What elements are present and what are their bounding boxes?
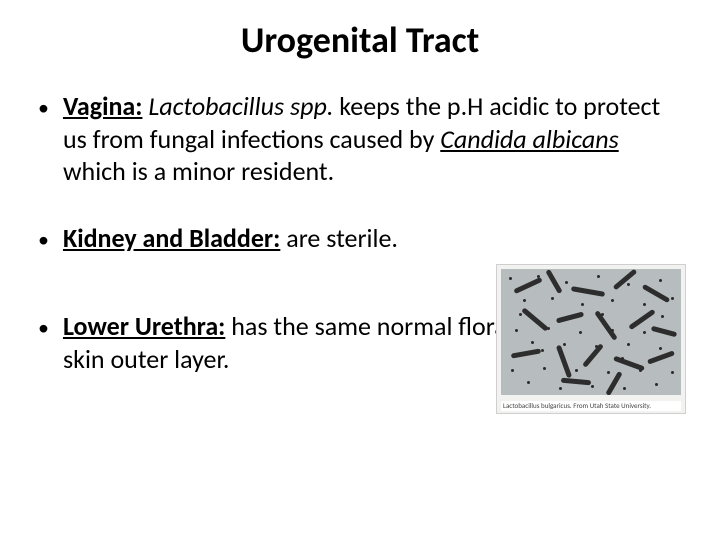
italic-underline-term: Candida albicans	[440, 123, 618, 155]
text-run: are sterile.	[286, 222, 398, 254]
bullet-kidney-bladder: • Kidney and Bladder: are sterile.	[38, 222, 684, 255]
micrograph-image	[501, 269, 681, 395]
micrograph-figure: Lactobacillus bulgaricus. From Utah Stat…	[496, 264, 686, 414]
figure-caption: Lactobacillus bulgaricus. From Utah Stat…	[501, 401, 681, 411]
bullet-marker-icon: •	[38, 226, 49, 254]
slide-title: Urogenital Tract	[0, 18, 720, 62]
bullet-text: Vagina: Lactobacillus spp. keeps the p.H…	[63, 90, 684, 188]
bullet-marker-icon: •	[38, 94, 49, 122]
bullet-lead: Vagina:	[63, 90, 142, 122]
bullet-lead: Lower Urethra:	[63, 310, 225, 342]
text-run: which is a minor resident.	[63, 155, 334, 187]
bullet-lead: Kidney and Bladder:	[63, 222, 280, 254]
bullet-text: Kidney and Bladder: are sterile.	[63, 222, 684, 255]
bullet-vagina: • Vagina: Lactobacillus spp. keeps the p…	[38, 90, 684, 188]
italic-term: Lactobacillus spp.	[148, 90, 333, 122]
bullet-marker-icon: •	[38, 314, 49, 342]
